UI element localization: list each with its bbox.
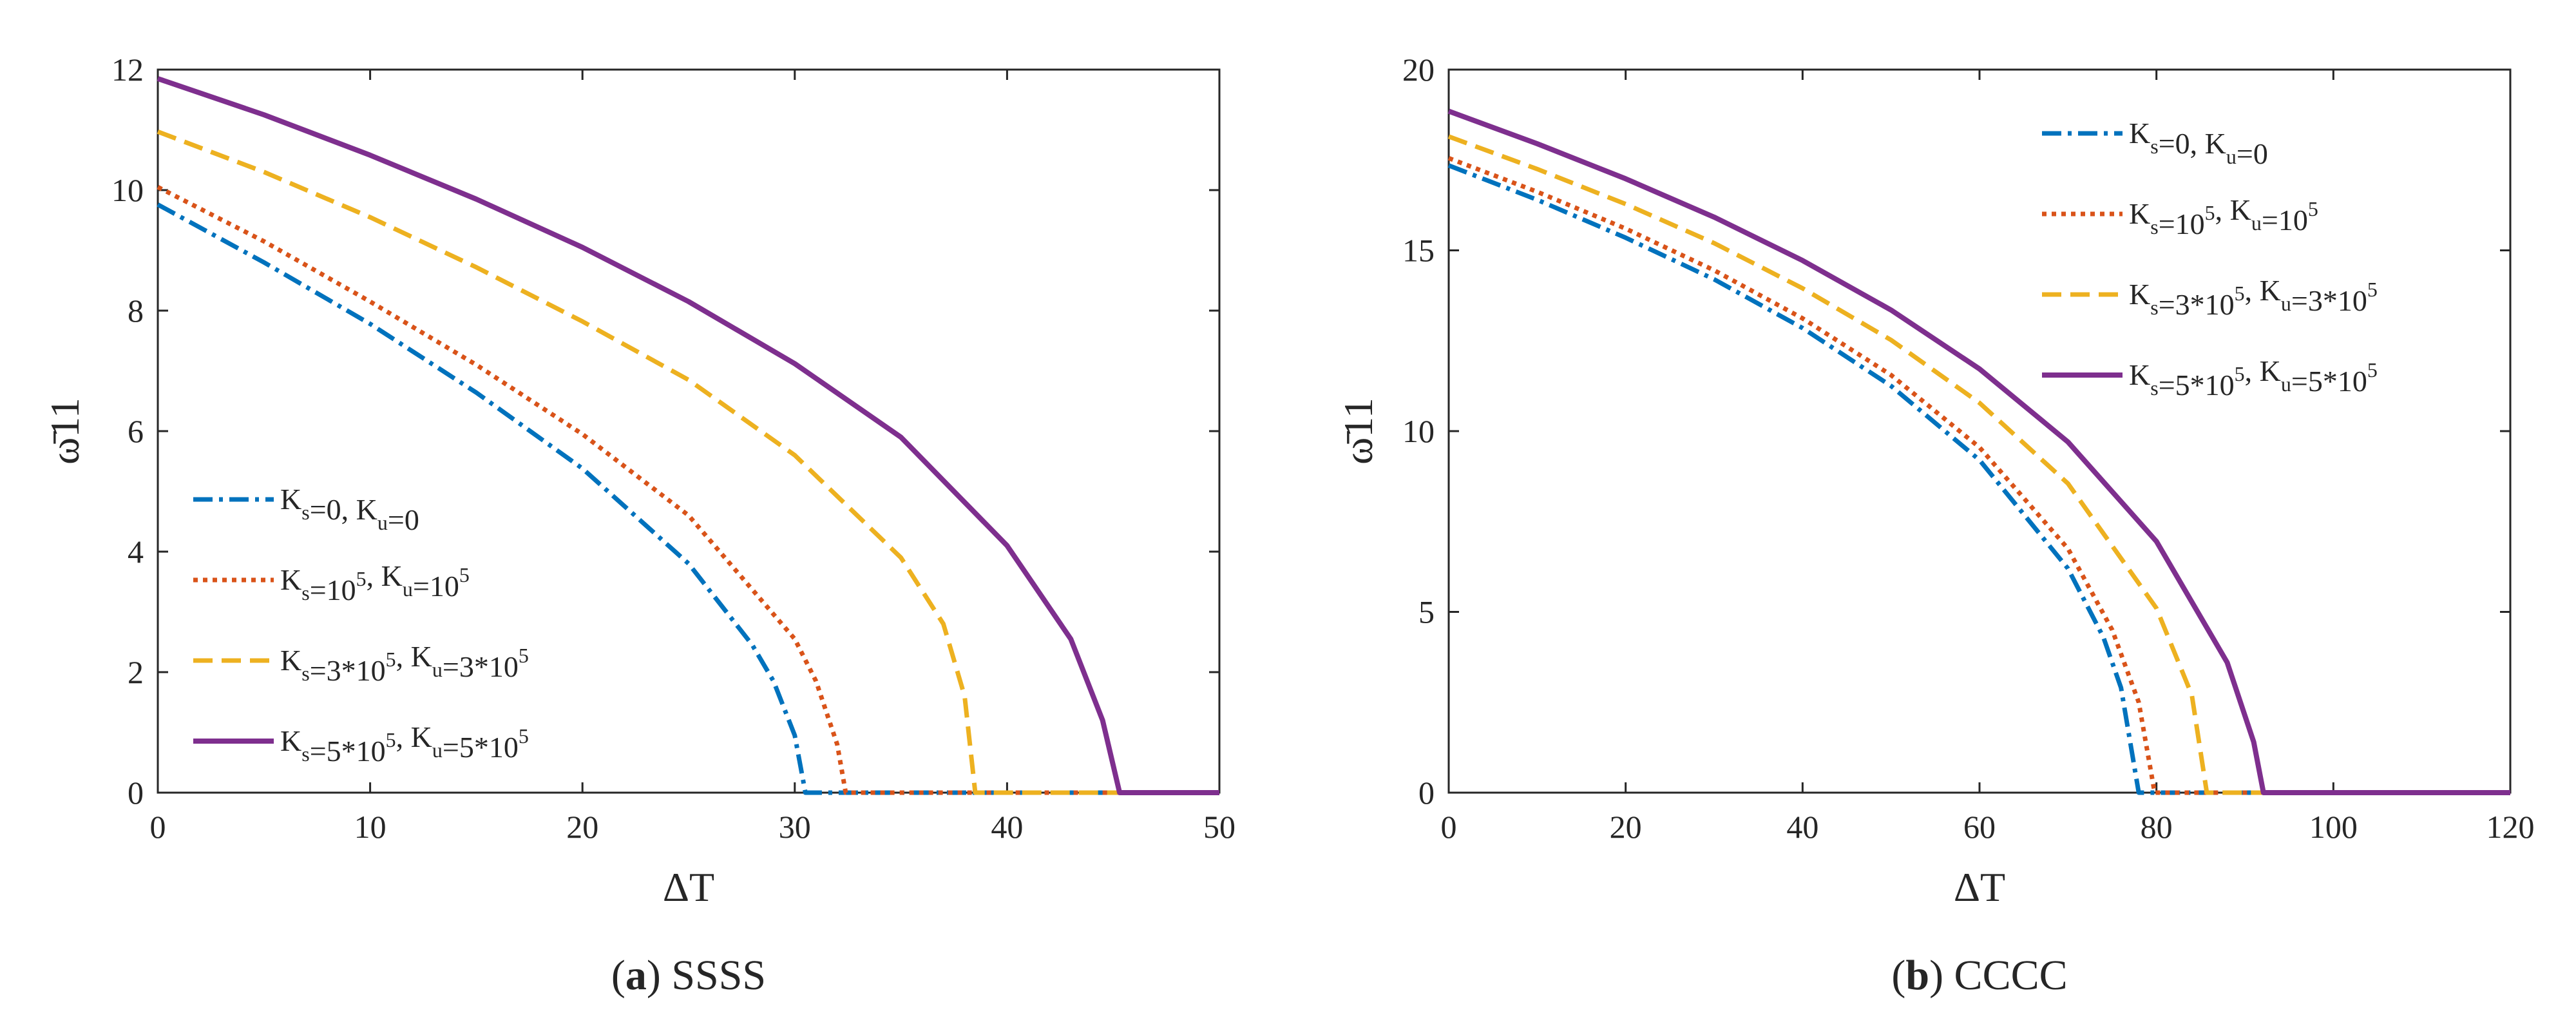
x-tick-label: 10 (354, 809, 386, 845)
series-line-2 (1447, 156, 2510, 795)
x-tick-label: 40 (1786, 809, 1818, 845)
x-tick-label: 50 (1203, 809, 1236, 845)
legend-label-4: Ks=5*105, Ku=5*105 (280, 720, 529, 768)
legend: Ks=0, Ku=0 Ks=105, Ku=105 Ks=3*105, Ku=3*1… (193, 483, 529, 768)
series-group (1447, 108, 2510, 795)
legend-label-3: Ks=3*105, Ku=3*105 (2129, 274, 2378, 321)
y-ticks: 0 5 10 15 20 (1402, 52, 2510, 811)
x-tick-label: 30 (779, 809, 811, 845)
chart-panel-a: 0 10 20 30 40 50 0 2 4 6 8 10 12 Ks=0, Ku=0 Ks=105, … (42, 52, 1236, 999)
y-axis-label: ω̄11 (42, 398, 88, 465)
x-tick-label: 20 (1610, 809, 1642, 845)
y-axis-label: ω̄11 (1335, 398, 1381, 465)
caption: (b) CCCC (1891, 952, 2067, 999)
series-line-1 (157, 202, 1219, 795)
y-tick-label: 5 (1418, 594, 1435, 630)
caption-text: CCCC (1954, 952, 2068, 999)
legend-label-1: Ks=0, Ku=0 (280, 483, 419, 536)
x-tick-label: 120 (2486, 809, 2535, 845)
y-tick-label: 0 (1418, 775, 1435, 811)
x-tick-label: 60 (1963, 809, 1996, 845)
x-axis-label: ΔT (1954, 864, 2005, 910)
y-tick-label: 4 (128, 534, 144, 570)
legend-label-4: Ks=5*105, Ku=5*105 (2129, 354, 2378, 401)
x-tick-label: 40 (991, 809, 1023, 845)
x-tick-label: 100 (2309, 809, 2358, 845)
caption-paren-close: ) (647, 952, 671, 999)
plot-frame (1447, 68, 2512, 794)
y-ticks: 0 2 4 6 8 10 12 (111, 52, 1219, 811)
x-ticks: 0 10 20 30 40 50 (150, 70, 1236, 845)
x-ticks: 0 20 40 60 80 100 120 (1441, 70, 2535, 845)
legend: Ks=0, Ku=0 Ks=105, Ku=105 Ks=3*105, Ku=3*1… (2042, 117, 2378, 401)
caption-text: SSSS (671, 952, 766, 999)
y-tick-label: 10 (111, 172, 144, 208)
series-group (157, 76, 1219, 795)
series-line-1 (1447, 163, 2510, 795)
series-line-3 (1447, 134, 2510, 795)
x-axis-label: ΔT (663, 864, 714, 910)
y-tick-label: 20 (1402, 52, 1435, 88)
legend-label-2: Ks=105, Ku=105 (280, 559, 470, 606)
series-line-4 (1447, 108, 2510, 795)
y-tick-label: 0 (128, 775, 144, 811)
x-tick-label: 20 (566, 809, 598, 845)
y-tick-label: 12 (111, 52, 144, 88)
y-tick-label: 2 (128, 654, 144, 690)
caption-letter: a (625, 952, 647, 999)
caption: (a) SSSS (611, 952, 766, 999)
caption-paren-open: ( (1891, 952, 1905, 999)
caption-paren-open: ( (611, 952, 625, 999)
y-tick-label: 15 (1402, 233, 1435, 269)
y-tick-label: 10 (1402, 413, 1435, 449)
chart-panel-b: 0 20 40 60 80 100 120 0 5 10 15 20 Ks=0, Ku=0 Ks=10… (1335, 52, 2535, 999)
legend-label-2: Ks=105, Ku=105 (2129, 193, 2318, 240)
caption-letter: b (1905, 952, 1929, 999)
x-tick-label: 0 (1441, 809, 1457, 845)
legend-label-1: Ks=0, Ku=0 (2129, 117, 2268, 170)
y-tick-label: 8 (128, 293, 144, 329)
x-tick-label: 0 (150, 809, 166, 845)
caption-paren-close: ) (1929, 952, 1954, 999)
x-tick-label: 80 (2141, 809, 2173, 845)
series-line-2 (157, 185, 1219, 795)
series-line-3 (157, 130, 1219, 795)
legend-label-3: Ks=3*105, Ku=3*105 (280, 640, 529, 687)
series-line-4 (157, 76, 1219, 795)
y-tick-label: 6 (128, 413, 144, 449)
